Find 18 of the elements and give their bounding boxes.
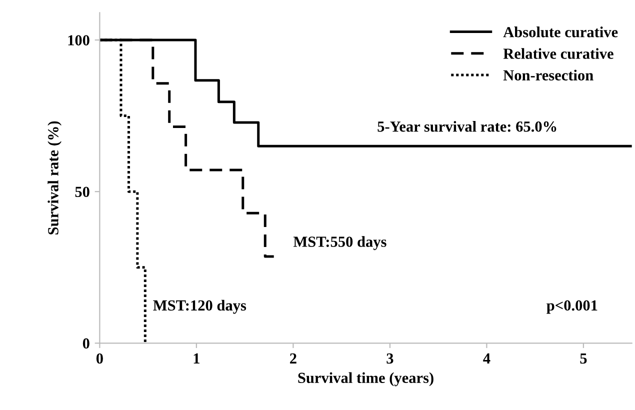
y-axis-title: Survival rate (%): [48, 121, 62, 234]
y-tick-label: 0: [82, 338, 90, 349]
y-tick-label: 100: [68, 35, 90, 46]
x-tick-label: 3: [386, 353, 394, 364]
x-tick-label: 5: [580, 353, 587, 364]
annotation: MST:550 days: [293, 236, 386, 250]
y-tick-label: 50: [75, 186, 90, 198]
x-tick-label: 1: [194, 353, 200, 364]
annotation: MST:120 days: [153, 300, 246, 314]
x-tick-label: 2: [290, 353, 296, 364]
annotation: p<0.001: [546, 300, 598, 314]
legend-label: Absolute curative: [503, 26, 618, 38]
annotation: 5-Year survival rate: 65.0%: [378, 120, 556, 132]
x-tick-label: 4: [483, 353, 490, 364]
x-axis-title: Survival time (years): [298, 372, 434, 386]
legend-label: Relative curative: [503, 48, 614, 59]
legend-label: Non-resection: [503, 70, 594, 80]
x-tick-label: 0: [96, 353, 103, 364]
